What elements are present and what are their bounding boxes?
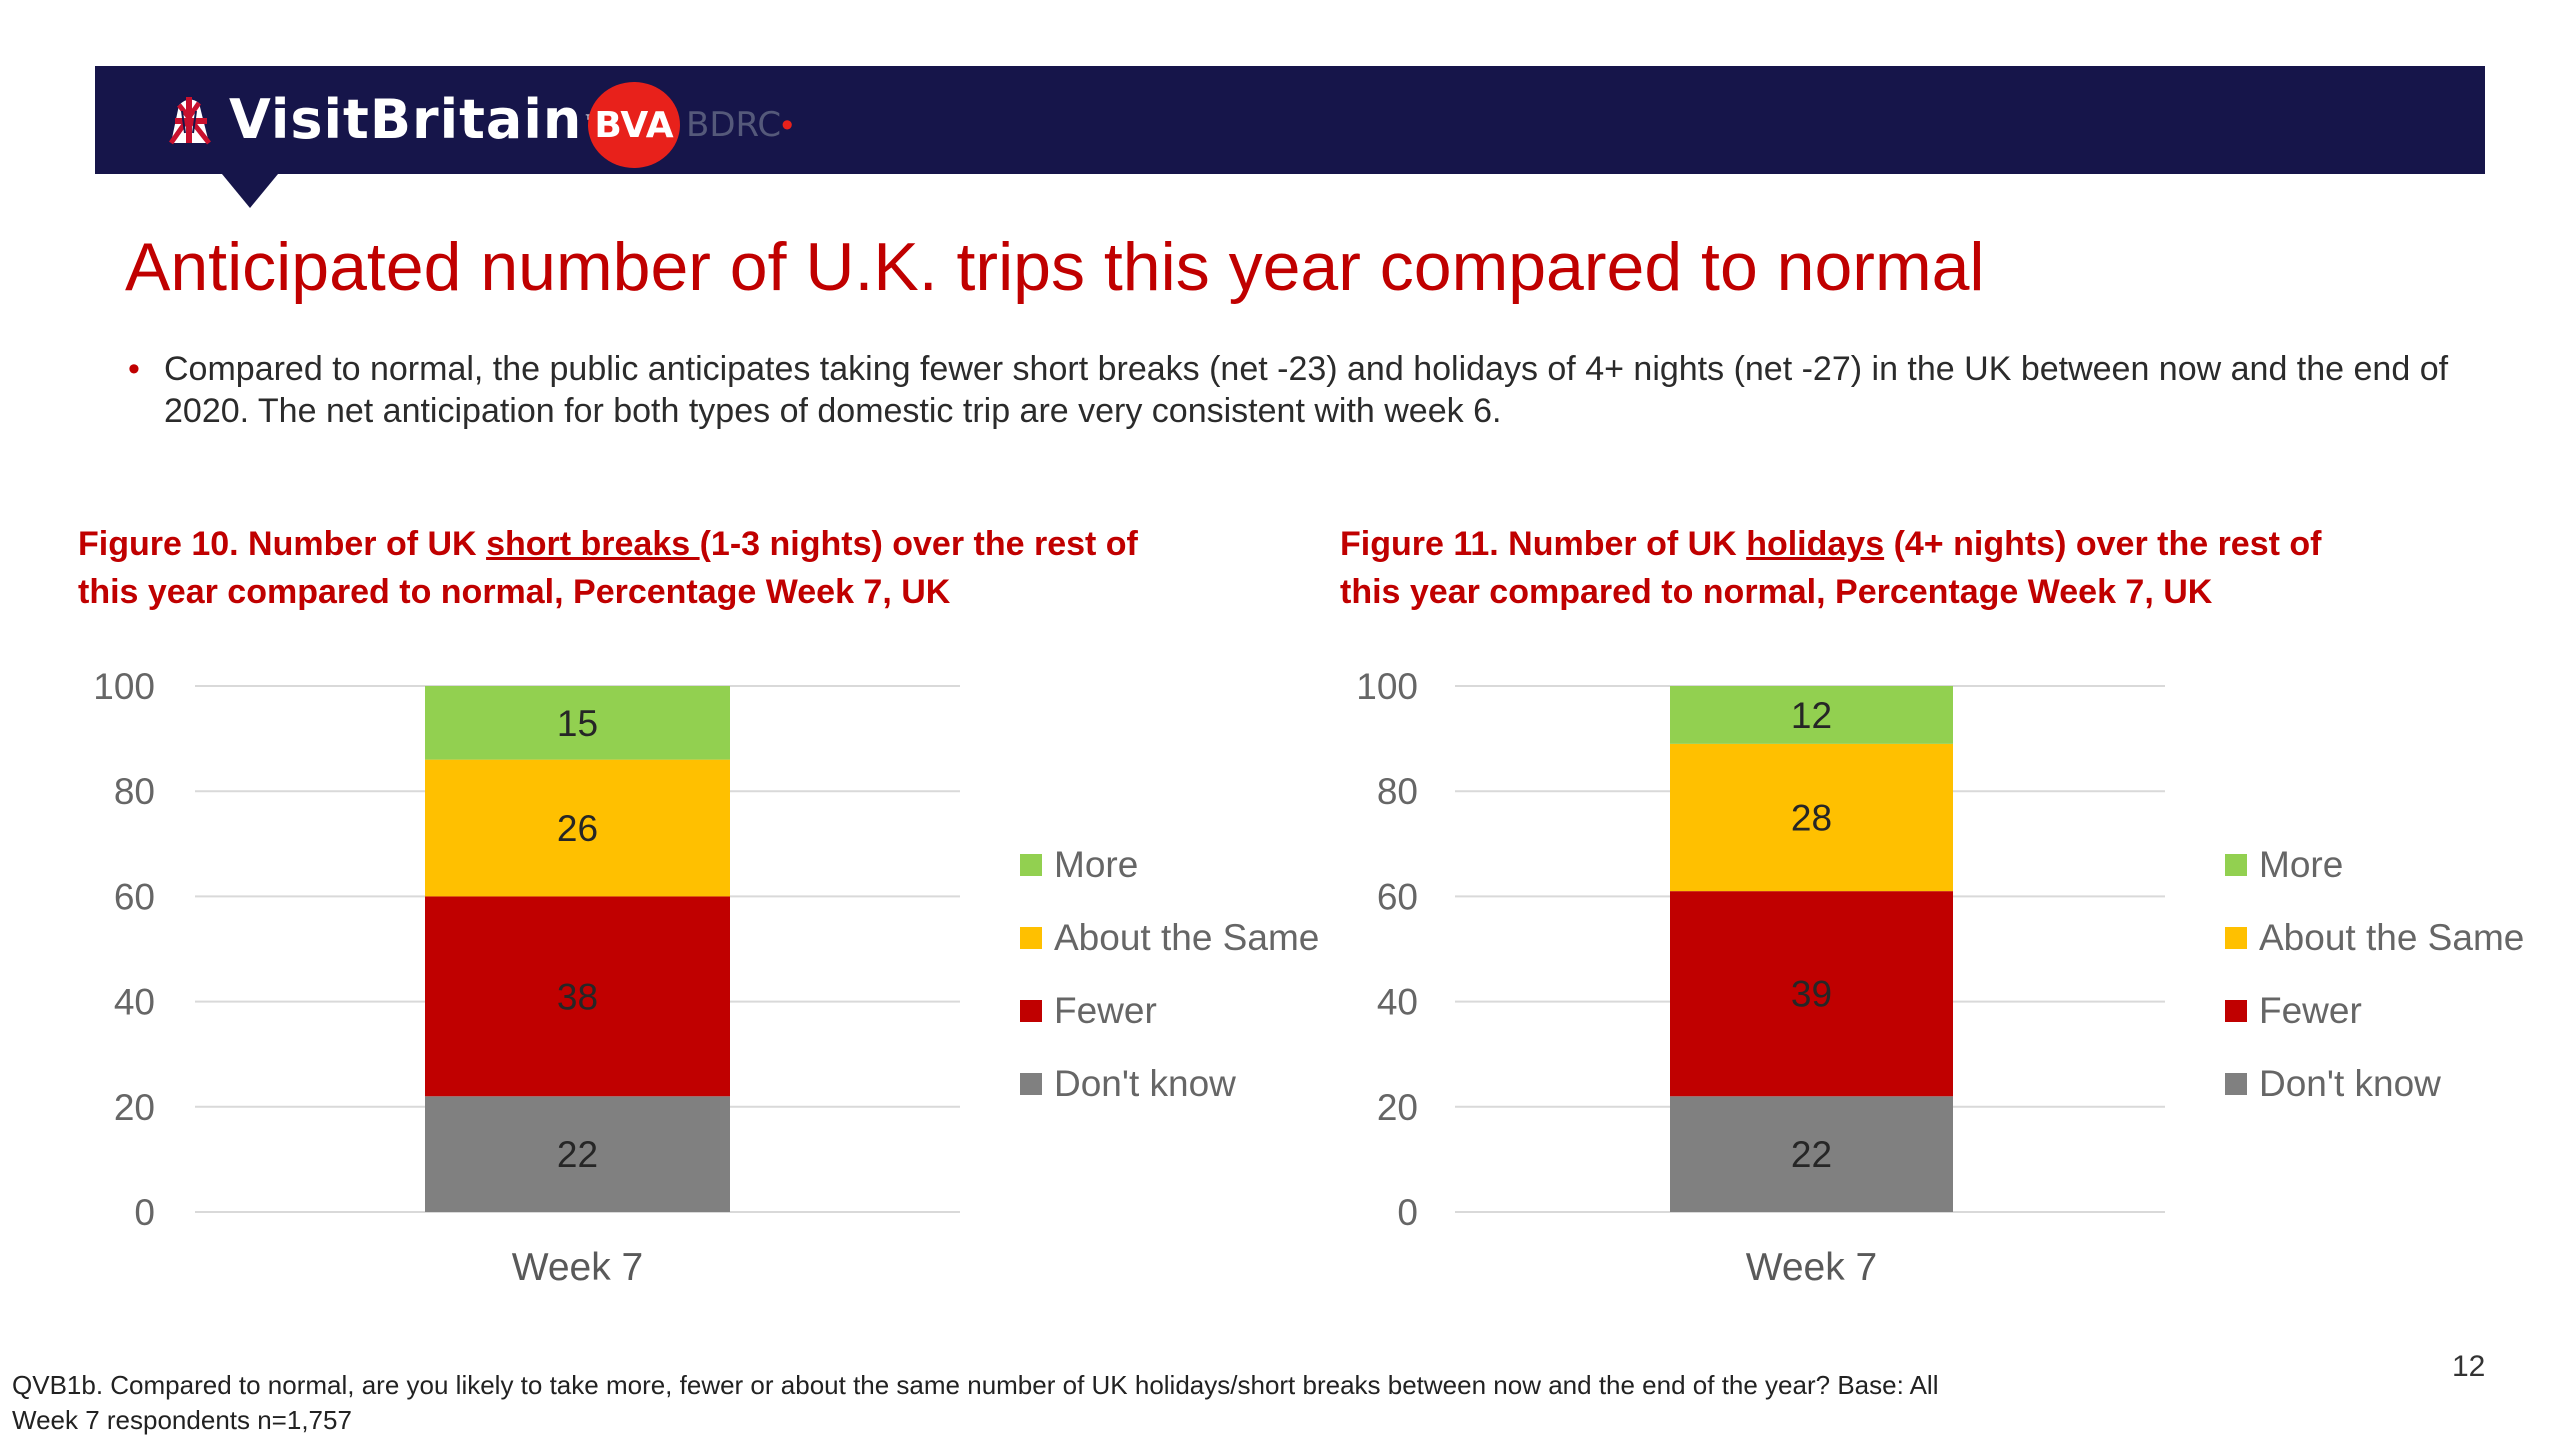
legend-item: About the Same (1020, 917, 1319, 959)
y-tick-label: 60 (114, 876, 155, 917)
legend-label: Don't know (1054, 1063, 1236, 1104)
legend-swatch (1020, 1000, 1042, 1022)
figure-10-title-suffix: (1-3 nights) over the rest of this year … (78, 525, 1138, 611)
bva-logo-circle: BVA (588, 82, 680, 168)
legend-item: About the Same (2225, 917, 2524, 959)
figure-11-title-prefix: Figure 11. Number of UK (1340, 525, 1747, 563)
legend-item: Fewer (2225, 990, 2362, 1032)
data-label: 26 (557, 808, 598, 849)
legend-swatch (2225, 1000, 2247, 1022)
legend-swatch (1020, 927, 1042, 949)
legend-item: Don't know (1020, 1063, 1236, 1105)
legend-item: Fewer (1020, 990, 1157, 1032)
data-label: 22 (557, 1134, 598, 1175)
data-label: 39 (1791, 974, 1832, 1015)
legend-item: Don't know (2225, 1063, 2441, 1105)
legend-label: More (2259, 844, 2344, 885)
y-tick-label: 40 (114, 982, 155, 1023)
legend-item: More (2225, 844, 2343, 886)
bar-segment-more (425, 686, 730, 760)
y-tick-label: 20 (1377, 1087, 1418, 1128)
summary-text: Compared to normal, the public anticipat… (164, 350, 2449, 430)
legend-label: Fewer (2259, 990, 2362, 1031)
y-tick-label: 80 (1377, 771, 1418, 812)
data-label: 12 (1791, 695, 1832, 736)
y-tick-label: 20 (114, 1087, 155, 1128)
bar-segment-about-the-same (1670, 743, 1953, 892)
footnote: QVB1b. Compared to normal, are you likel… (12, 1370, 1939, 1435)
legend-label: About the Same (2259, 917, 2525, 958)
legend-swatch (2225, 854, 2247, 876)
header-notch (222, 174, 278, 208)
data-label: 38 (557, 976, 598, 1017)
bar-segment-more (1670, 686, 1953, 744)
bar-segment-fewer (425, 896, 730, 1097)
union-flag-icon (168, 97, 211, 145)
visitbritain-logo: VisitBritain™ (165, 84, 598, 154)
bar-segment-don-t-know (1670, 1096, 1953, 1212)
figure-10-title-underlined: short breaks (486, 525, 700, 563)
brand-name: VisitBritain (229, 87, 583, 151)
summary-bullet: • Compared to normal, the public anticip… (128, 348, 2458, 432)
y-tick-label: 0 (1397, 1192, 1418, 1233)
y-tick-label: 100 (93, 666, 155, 707)
legend-label: Fewer (1054, 990, 1157, 1031)
bar-segment-about-the-same (425, 759, 730, 897)
legend-label: More (1054, 844, 1139, 885)
bar-segment-don-t-know (425, 1096, 730, 1212)
figure-10-title: Figure 10. Number of UK short breaks (1-… (78, 520, 1138, 616)
legend-swatch (1020, 854, 1042, 876)
y-tick-label: 40 (1377, 982, 1418, 1023)
legend-swatch (2225, 1073, 2247, 1095)
header-band (95, 66, 2485, 174)
y-tick-label: 0 (134, 1192, 155, 1233)
bullet-icon: • (128, 350, 140, 388)
legend-label: About the Same (1054, 917, 1320, 958)
data-label: 22 (1791, 1134, 1832, 1175)
y-tick-label: 100 (1356, 666, 1418, 707)
bar-segment-fewer (1670, 891, 1953, 1097)
data-label: 15 (557, 703, 598, 744)
y-tick-label: 80 (114, 771, 155, 812)
legend-label: Don't know (2259, 1063, 2441, 1104)
x-category-label: Week 7 (512, 1246, 644, 1289)
figure-11-title: Figure 11. Number of UK holidays (4+ nig… (1340, 520, 2340, 616)
legend-item: More (1020, 844, 1138, 886)
figure-11-title-suffix: (4+ nights) over the rest of this year c… (1340, 525, 2322, 611)
bdrc-text: BDRC (686, 105, 782, 145)
figure-11-title-underlined: holidays (1746, 525, 1885, 563)
legend-swatch (1020, 1073, 1042, 1095)
y-tick-label: 60 (1377, 876, 1418, 917)
page-number: 12 (2452, 1350, 2486, 1383)
bdrc-dot-icon: • (781, 105, 794, 144)
legend-swatch (2225, 927, 2247, 949)
data-label: 28 (1791, 798, 1832, 839)
bva-bdrc-logo: BVA BDRC • (588, 82, 793, 168)
figure-10-title-prefix: Figure 10. Number of UK (78, 525, 487, 563)
x-category-label: Week 7 (1746, 1246, 1878, 1289)
page-title: Anticipated number of U.K. trips this ye… (125, 229, 1985, 305)
